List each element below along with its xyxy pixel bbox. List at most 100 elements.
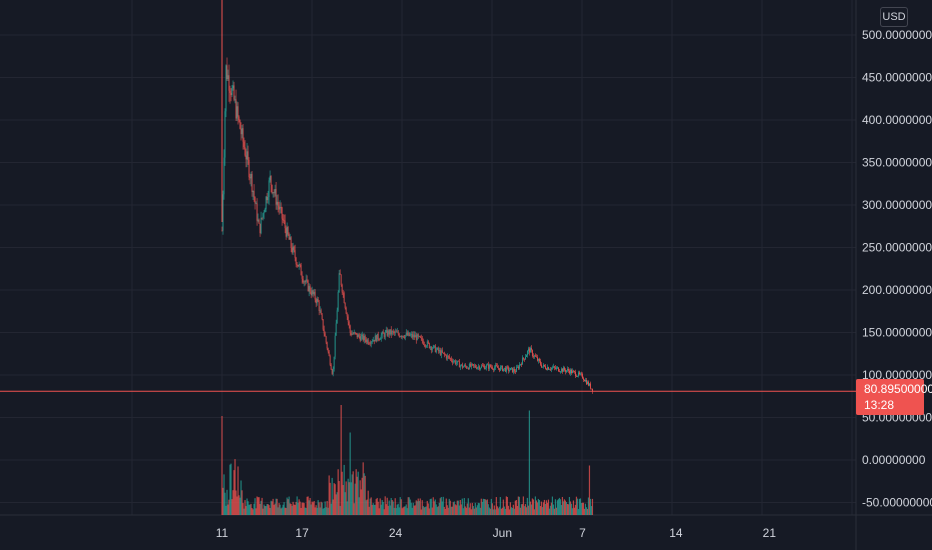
volume-bar (282, 504, 284, 515)
volume-bar (508, 509, 510, 515)
currency-button[interactable]: USD (880, 7, 908, 27)
candle-body (284, 220, 286, 229)
volume-bar (280, 508, 282, 515)
candle-body (547, 367, 548, 370)
volume-bar (562, 501, 565, 515)
candle-body (447, 355, 449, 357)
price-tick-label: 250.00000000 (862, 241, 932, 255)
candle-body (573, 370, 574, 372)
candle-body (347, 316, 349, 322)
volume-bar (395, 508, 397, 515)
candle-body (235, 99, 237, 119)
candle-body (250, 173, 252, 179)
candle-body (580, 373, 581, 375)
volume-bar (223, 474, 225, 515)
volume-bar (243, 508, 245, 515)
volume-bar (494, 509, 496, 515)
candle-body (478, 366, 480, 370)
volume-bar (321, 502, 323, 515)
candle-body (413, 334, 415, 338)
volume-bar (443, 506, 445, 515)
volume-bar (262, 508, 264, 515)
volume-bar (545, 500, 548, 515)
volume-bar (469, 503, 471, 515)
candle-body (338, 273, 340, 293)
volume-bar (419, 498, 421, 515)
volume-bar (492, 509, 494, 515)
candle-body (405, 332, 407, 336)
volume-bar (365, 500, 367, 515)
candle-body (581, 373, 582, 375)
volume-bar (538, 500, 540, 515)
candle-body (242, 128, 244, 142)
candle-body (469, 363, 471, 367)
candle-body (534, 355, 536, 357)
candle-body (520, 364, 522, 365)
volume-bar (342, 485, 344, 515)
volume-bar (578, 498, 581, 515)
volume-bar (350, 482, 352, 515)
volume-bar (264, 506, 266, 515)
candle-body (467, 367, 469, 370)
volume-bar (283, 502, 285, 515)
volume-bar (375, 499, 377, 515)
candle-body (331, 369, 333, 374)
volume-bar (315, 505, 317, 515)
candle-body (429, 346, 431, 349)
candle-body (444, 354, 446, 356)
candle-body (275, 188, 277, 205)
volume-bar (277, 507, 279, 515)
volume-bar (579, 498, 582, 515)
volume-bar (572, 500, 575, 515)
time-tick-label: 7 (579, 526, 586, 540)
volume-bar (412, 502, 414, 515)
candle-body (328, 351, 330, 356)
candle-body (386, 330, 388, 336)
candle-body (518, 364, 520, 369)
candle-body (592, 388, 593, 392)
candle-body (262, 213, 264, 218)
volume-bar (410, 502, 412, 515)
volume-bar (347, 478, 349, 515)
volume-bar (496, 506, 498, 515)
candle-body (359, 336, 361, 341)
volume-bar (318, 502, 320, 515)
volume-bar (464, 506, 466, 515)
candle-body (415, 335, 417, 341)
volume-bar (293, 504, 295, 515)
candle-body (299, 264, 301, 266)
candle-body (306, 279, 308, 281)
volume-bar (451, 506, 453, 515)
candle-body (246, 151, 248, 160)
volume-bar (559, 499, 562, 515)
candle-body (507, 367, 509, 371)
candle-body (366, 339, 368, 343)
candle-body (566, 370, 567, 372)
candle-body (548, 367, 549, 370)
volume-bar (413, 505, 415, 515)
candle-body (321, 314, 323, 320)
candle-body (280, 207, 282, 208)
candle-body (468, 363, 470, 370)
candle-body (567, 369, 568, 371)
volume-bar (506, 497, 508, 515)
volume-bar (480, 498, 482, 515)
candle-body (396, 331, 398, 333)
volume-bar (333, 483, 335, 515)
volume-bar (374, 504, 376, 515)
volume-bar (534, 496, 536, 515)
candle-body (435, 349, 437, 353)
volume-bar (325, 507, 327, 515)
candle-body (464, 365, 466, 367)
candle-body (530, 348, 532, 351)
candle-body (491, 367, 493, 370)
volume-bar (234, 459, 236, 515)
volume-bar (359, 480, 361, 515)
candle-body (313, 291, 315, 294)
volume-bar (270, 500, 272, 515)
volume-bar (468, 507, 470, 515)
volume-bar (303, 503, 305, 515)
volume-bar (519, 507, 521, 515)
volume-bar (285, 507, 287, 515)
